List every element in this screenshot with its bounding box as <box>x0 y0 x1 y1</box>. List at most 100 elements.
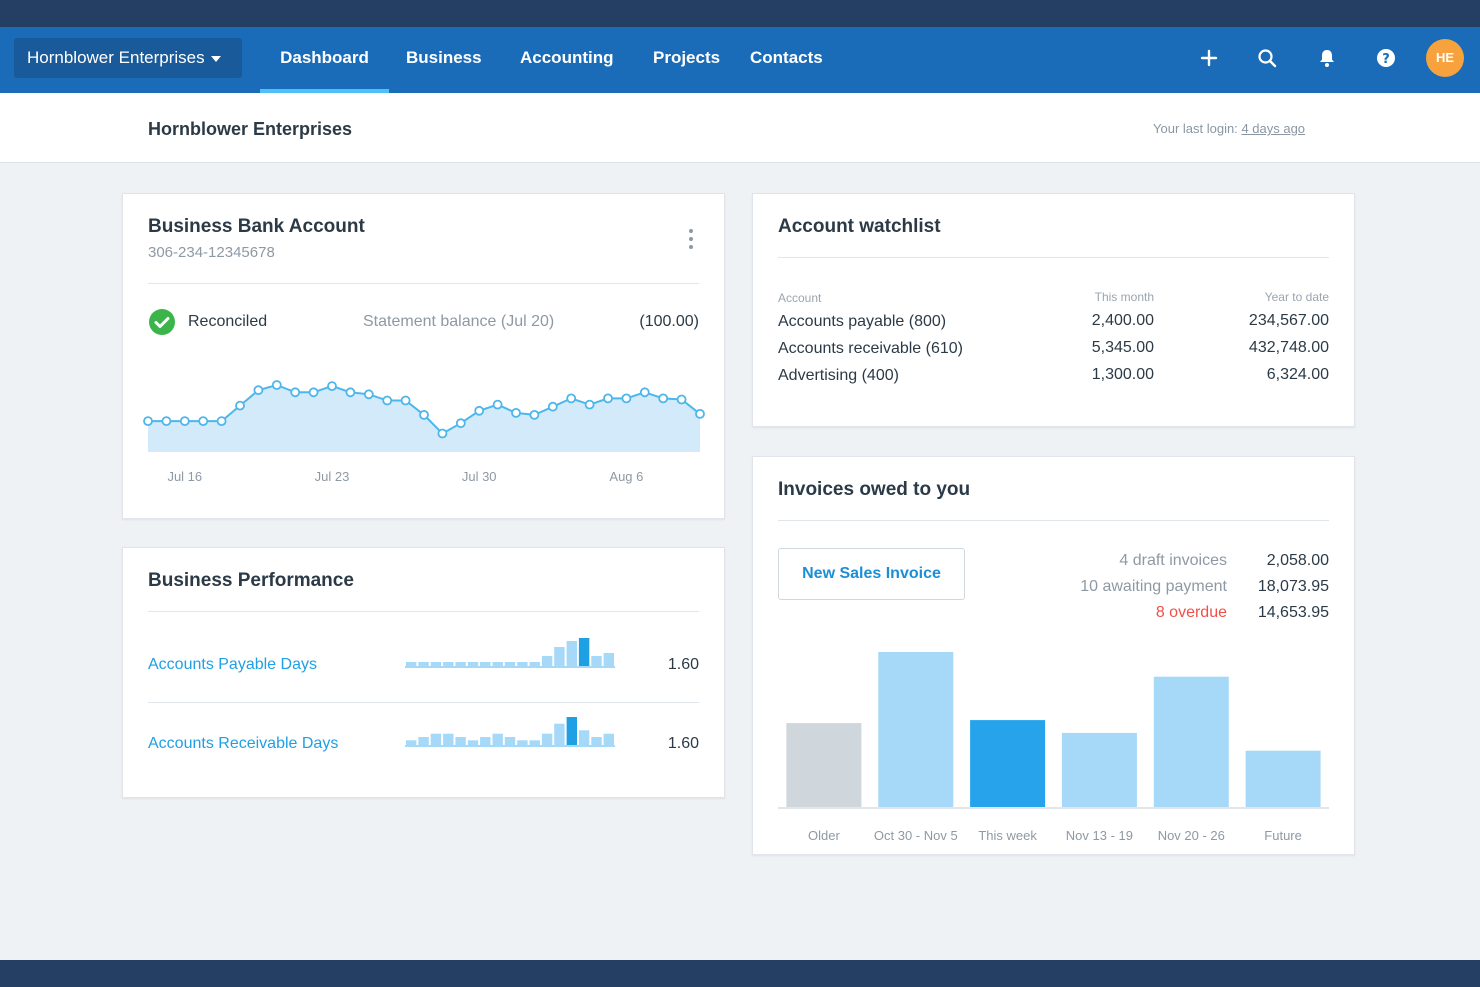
business-performance-title: Business Performance <box>148 570 354 591</box>
spark-bar <box>418 662 429 668</box>
caret-down-icon <box>210 55 221 62</box>
watchlist-row-account[interactable]: Accounts payable (800) <box>778 313 947 330</box>
invoices-owed-card: Invoices owed to you New Sales Invoice 4… <box>752 456 1355 855</box>
balance-point <box>676 394 687 405</box>
help-icon[interactable]: ? <box>1374 46 1398 70</box>
account-watchlist-card: Account watchlist Account This month Yea… <box>752 193 1355 427</box>
balance-point <box>235 400 245 411</box>
spark-bar <box>504 737 516 747</box>
nav-accounting[interactable]: Accounting <box>520 48 614 67</box>
nav-dashboard[interactable]: Dashboard <box>260 27 389 93</box>
divider <box>778 520 1329 521</box>
balance-point <box>327 381 337 391</box>
x-tick-label: Aug 6 <box>609 469 643 484</box>
spark-bar <box>541 733 553 747</box>
plus-icon[interactable] <box>1197 46 1221 70</box>
page-header: Hornblower Enterprises Your last login: … <box>0 93 1480 163</box>
balance-point <box>216 416 227 426</box>
divider <box>148 611 699 612</box>
more-options-icon[interactable] <box>688 229 694 249</box>
watchlist-row-ytd: 6,324.00 <box>1266 366 1329 383</box>
nav-projects[interactable]: Projects <box>653 48 721 67</box>
balance-point <box>639 387 650 398</box>
statement-balance-label: Statement balance (Jul 20) <box>363 313 555 330</box>
overdue-link[interactable]: 8 overdue <box>1155 604 1227 621</box>
spark-bar <box>603 653 614 668</box>
invoice-bar <box>878 652 954 807</box>
bank-balance-chart: Jul 16 Jul 23 Jul 30 Aug 6 <box>143 380 705 484</box>
spark-bar <box>406 662 417 668</box>
accounts-payable-days-link[interactable]: Accounts Payable Days <box>148 656 317 673</box>
spark-bar <box>517 662 528 668</box>
spark-bar <box>578 730 590 747</box>
balance-point <box>271 380 282 390</box>
org-switcher-label: Hornblower Enterprises <box>27 48 205 67</box>
bottom-strip <box>0 960 1480 987</box>
search-icon[interactable] <box>1255 46 1279 70</box>
watchlist-row-ytd: 432,748.00 <box>1248 339 1329 356</box>
spark-bar <box>480 662 491 668</box>
spark-bar <box>480 737 491 747</box>
balance-point <box>290 387 301 398</box>
bank-account-number: 306-234-12345678 <box>148 244 275 261</box>
business-performance-card: Business Performance Accounts Payable Da… <box>122 547 725 798</box>
balance-point <box>511 408 521 418</box>
invoices-owed-title: Invoices owed to you <box>778 479 971 500</box>
balance-point <box>198 416 209 426</box>
x-tick-label: Jul 16 <box>167 469 202 484</box>
bank-account-title[interactable]: Business Bank Account <box>148 216 365 237</box>
invoice-bar <box>970 720 1046 807</box>
balance-point <box>603 393 613 404</box>
top-navbar: Hornblower Enterprises Dashboard Busines… <box>0 27 1480 93</box>
spark-baseline <box>405 666 615 668</box>
invoice-bar <box>1153 676 1229 807</box>
balance-point <box>253 385 264 396</box>
nav-contacts[interactable]: Contacts <box>750 48 823 67</box>
balance-point <box>584 399 595 410</box>
reconciled-status: Reconciled <box>188 313 268 330</box>
draft-invoices-value: 2,058.00 <box>1266 552 1329 569</box>
balance-point <box>161 416 172 426</box>
last-login-label: Your last login: <box>1153 121 1238 136</box>
spark-bar <box>517 740 528 747</box>
bell-icon[interactable] <box>1315 46 1339 70</box>
spark-bar <box>418 737 429 747</box>
accounts-receivable-sparkline <box>405 717 615 747</box>
awaiting-payment-link[interactable]: 10 awaiting payment <box>1080 578 1227 595</box>
org-switcher[interactable]: Hornblower Enterprises <box>14 38 242 78</box>
overdue-value: 14,653.95 <box>1257 604 1329 621</box>
balance-point <box>308 387 319 398</box>
watchlist-row-account[interactable]: Advertising (400) <box>778 367 899 384</box>
balance-point <box>437 428 448 439</box>
balance-point <box>658 393 669 404</box>
invoice-bar <box>786 723 862 807</box>
last-login-link[interactable]: 4 days ago <box>1241 121 1306 136</box>
nav-business[interactable]: Business <box>406 48 482 67</box>
invoice-bar <box>1061 732 1137 807</box>
spark-bar <box>430 662 442 668</box>
watchlist-row-account[interactable]: Accounts receivable (610) <box>778 340 963 357</box>
new-sales-invoice-button[interactable]: New Sales Invoice <box>778 548 965 600</box>
accounts-receivable-days-link[interactable]: Accounts Receivable Days <box>148 735 339 752</box>
spark-bar <box>603 733 614 747</box>
x-tick-label: Jul 30 <box>462 469 497 484</box>
balance-point <box>419 410 429 420</box>
invoice-category-label: Nov 20 - 26 <box>1158 828 1225 843</box>
watchlist-row-this-month: 5,345.00 <box>1091 339 1154 356</box>
column-header-this-month: This month <box>1094 290 1154 304</box>
spark-bar <box>455 737 466 747</box>
balance-point <box>179 416 190 426</box>
invoice-bar <box>1245 750 1321 807</box>
divider <box>778 257 1329 258</box>
invoice-category-label: This week <box>978 828 1037 843</box>
balance-point <box>529 410 540 420</box>
divider <box>148 283 699 284</box>
bank-account-card: Business Bank Account 306-234-12345678 R… <box>122 193 725 519</box>
column-header-account: Account <box>778 291 822 305</box>
balance-point <box>345 387 356 398</box>
reconciled-check-icon <box>149 309 175 340</box>
balance-point <box>695 409 705 419</box>
draft-invoices-link[interactable]: 4 draft invoices <box>1119 552 1227 569</box>
avatar[interactable]: HE <box>1426 39 1464 77</box>
spark-bar <box>467 740 479 747</box>
